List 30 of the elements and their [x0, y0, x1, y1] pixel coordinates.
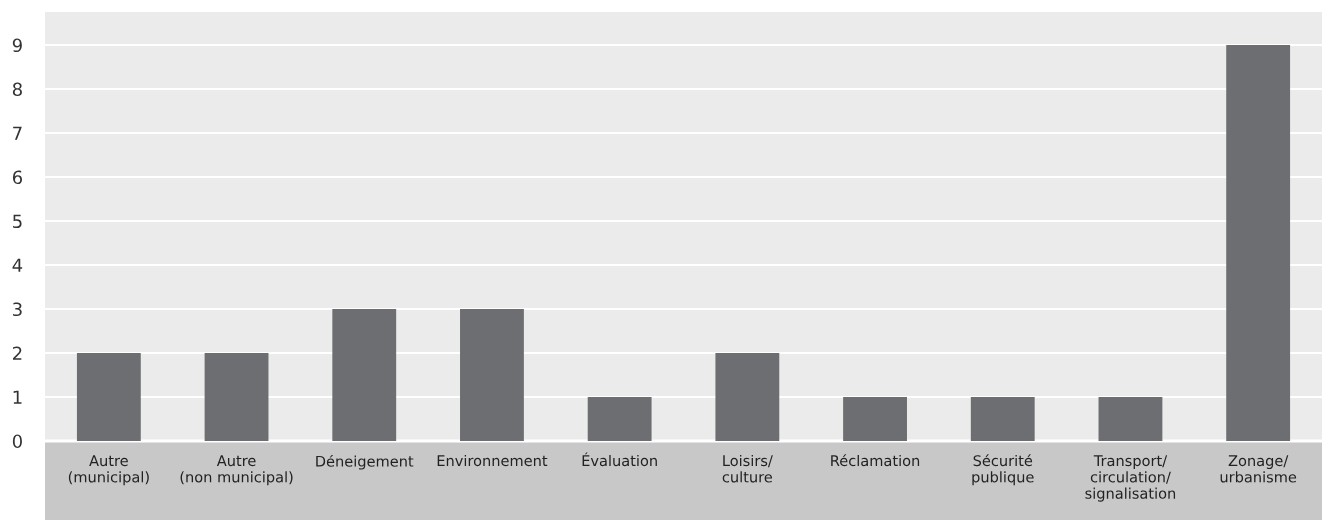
x-tick-label: Déneigement: [316, 454, 414, 470]
bar: [332, 309, 397, 441]
y-tick-label: 0: [12, 434, 22, 449]
bar: [587, 397, 652, 441]
bar: [1226, 45, 1291, 441]
x-tick-label: Zonage/ urbanisme: [1220, 455, 1297, 483]
bar: [204, 353, 269, 441]
y-tick-label: 4: [12, 258, 23, 272]
x-tick-label: Autre (municipal): [68, 455, 149, 486]
bar: [1098, 397, 1163, 441]
y-tick-label: 2: [12, 346, 22, 360]
x-tick-label: Autre (non municipal): [180, 455, 293, 486]
bar: [460, 309, 524, 441]
x-tick-label: Environnement: [437, 454, 548, 467]
y-tick-label: 3: [13, 302, 22, 317]
y-tick-label: 7: [13, 126, 22, 140]
bar: [970, 397, 1035, 441]
bar: [76, 353, 141, 441]
x-tick-label: Loisirs/ culture: [722, 454, 773, 483]
x-tick-label: Réclamation: [831, 454, 920, 467]
x-tick-label: Transport/ circulation/ signalisation: [1085, 455, 1176, 502]
x-tick-label: Évaluation: [582, 452, 657, 467]
bar: [715, 353, 780, 441]
y-tick-label: 8: [12, 82, 22, 97]
y-tick-label: 5: [13, 214, 22, 229]
bar: [843, 397, 907, 441]
y-tick-label: 1: [13, 390, 22, 404]
x-tick-label: Sécurité publique: [972, 454, 1034, 486]
y-tick-label: 6: [12, 170, 23, 185]
y-tick-label: 9: [12, 38, 22, 53]
